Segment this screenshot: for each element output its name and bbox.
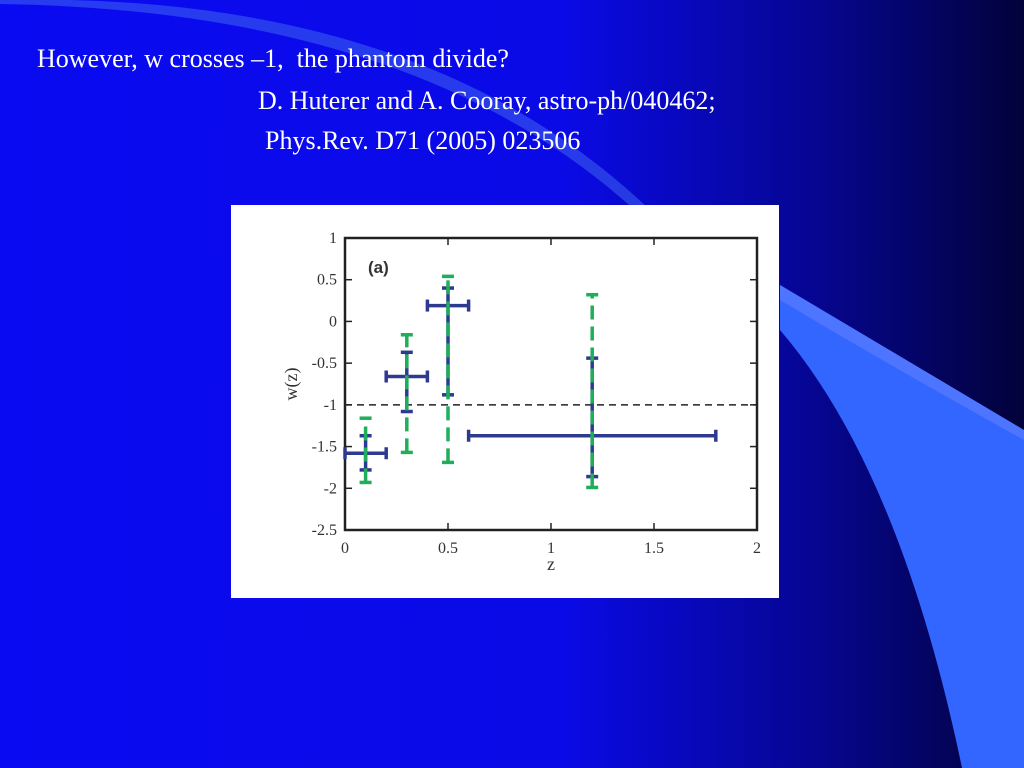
- y-tick-label: -2.5: [312, 522, 337, 539]
- reference: Phys.Rev. D71 (2005) 023506: [265, 126, 581, 155]
- plot-frame: [343, 236, 759, 532]
- x-tick-label: 1: [547, 540, 555, 557]
- x-tick-label: 0: [341, 540, 349, 557]
- x-tick-label: 0.5: [438, 540, 458, 557]
- y-tick-label: 0: [329, 313, 337, 330]
- y-tick-label: -1.5: [312, 439, 337, 456]
- y-tick-label: -0.5: [312, 355, 337, 372]
- x-tick-label: 1.5: [644, 540, 664, 557]
- y-tick-label: -1: [324, 397, 337, 414]
- y-axis-label: w(z): [281, 368, 302, 401]
- x-tick-label: 2: [753, 540, 761, 557]
- y-tick-label: 0.5: [317, 272, 337, 289]
- y-tick-label: -2: [324, 480, 337, 497]
- slide-heading: However, w crosses –1, the phantom divid…: [37, 44, 509, 73]
- y-tick-label: 1: [329, 230, 337, 247]
- annotation: (a): [368, 258, 389, 277]
- x-axis-label: z: [547, 554, 555, 574]
- chart-background: [231, 205, 779, 598]
- reference: D. Huterer and A. Cooray, astro-ph/04046…: [258, 86, 716, 115]
